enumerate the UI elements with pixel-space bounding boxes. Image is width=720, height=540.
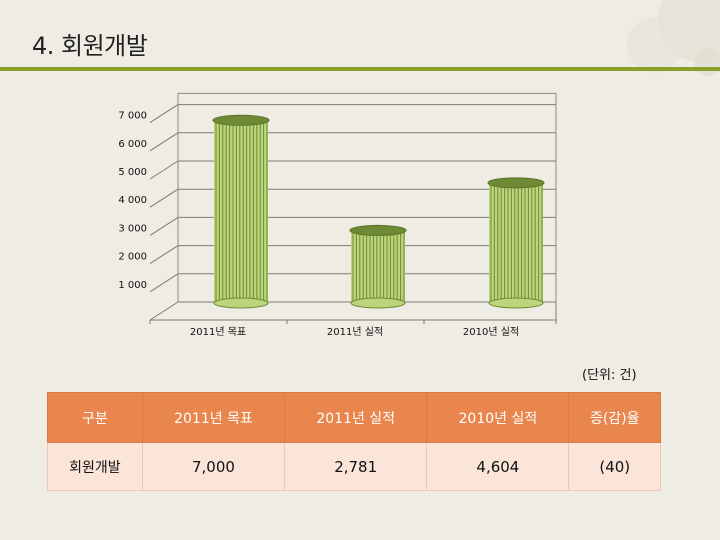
y-tick-label: 7 000 bbox=[118, 111, 147, 122]
table-header-cell: 2010년 실적 bbox=[426, 392, 570, 443]
slide-title: 4. 회원개발 bbox=[32, 32, 148, 60]
bar-bottom bbox=[213, 297, 269, 309]
table-row: 회원개발 7,000 2,781 4,604 (40) bbox=[47, 442, 661, 491]
gridline-diagonal bbox=[149, 216, 179, 236]
data-table: 구분 2011년 목표 2011년 실적 2010년 실적 증(감)율 회원개발… bbox=[47, 392, 661, 491]
bar-top bbox=[212, 114, 270, 126]
table-header-cell: 구분 bbox=[47, 392, 143, 443]
table-header-cell: 2011년 목표 bbox=[141, 392, 286, 443]
bar bbox=[349, 224, 407, 309]
y-tick-label: 2 000 bbox=[118, 252, 147, 263]
gridline-diagonal bbox=[149, 301, 179, 321]
gridline-diagonal bbox=[149, 188, 179, 208]
bar-chart: 7 000 6 000 5 000 4 000 3 000 2 000 1 000 2011년… bbox=[118, 92, 557, 338]
y-tick-label: 6 000 bbox=[118, 139, 147, 150]
x-category-label: 2010년 실적 bbox=[463, 326, 519, 338]
bar-top bbox=[487, 177, 545, 189]
bar bbox=[487, 177, 545, 309]
y-tick-label: 5 000 bbox=[118, 167, 147, 178]
chart-bars bbox=[212, 114, 545, 309]
y-tick-label: 3 000 bbox=[118, 223, 147, 234]
table-cell: 4,604 bbox=[426, 442, 570, 491]
chart-axes bbox=[149, 92, 557, 324]
gridline-diagonal bbox=[149, 104, 179, 124]
unit-note: (단위: 건) bbox=[582, 368, 637, 383]
bar-bottom bbox=[350, 297, 406, 309]
y-tick-label: 1 000 bbox=[118, 280, 147, 291]
bar-top bbox=[349, 224, 407, 236]
x-category-label: 2011년 실적 bbox=[327, 326, 383, 338]
table-cell: 회원개발 bbox=[47, 442, 143, 491]
table-cell: 2,781 bbox=[284, 442, 428, 491]
table-cell: (40) bbox=[568, 442, 661, 491]
bar bbox=[212, 114, 270, 309]
gridline-diagonal bbox=[149, 273, 179, 293]
bar-bottom bbox=[488, 297, 544, 309]
table-header-cell: 증(감)율 bbox=[568, 392, 661, 443]
table-header-row: 구분 2011년 목표 2011년 실적 2010년 실적 증(감)율 bbox=[47, 392, 661, 443]
x-category-label: 2011년 목표 bbox=[190, 326, 246, 338]
gridline-diagonal bbox=[149, 245, 179, 265]
table-header-cell: 2011년 실적 bbox=[284, 392, 428, 443]
y-tick-label: 4 000 bbox=[118, 195, 147, 206]
gridline-diagonal bbox=[149, 160, 179, 180]
table-cell: 7,000 bbox=[141, 442, 286, 491]
chart-labels: 7 000 6 000 5 000 4 000 3 000 2 000 1 000 2011년… bbox=[118, 111, 519, 338]
gridline-diagonal bbox=[149, 132, 179, 152]
title-divider bbox=[0, 67, 720, 71]
